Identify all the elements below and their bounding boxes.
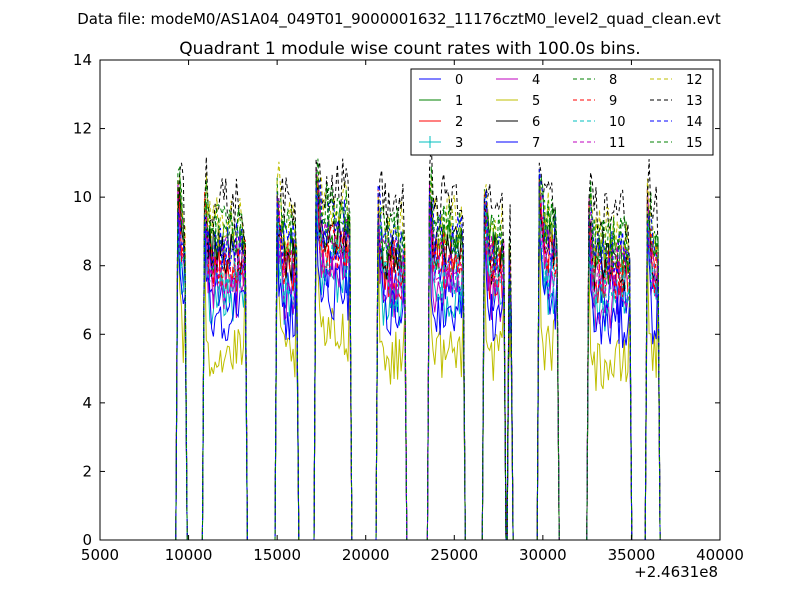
legend-label-13: 13: [686, 94, 703, 109]
y-tick-label: 10: [73, 188, 92, 206]
legend-label-15: 15: [686, 136, 703, 151]
x-tick-label: 20000: [342, 546, 390, 564]
y-tick-label: 0: [82, 531, 92, 549]
y-tick-label: 12: [73, 120, 92, 138]
x-tick-label: 25000: [430, 546, 478, 564]
y-tick-label: 2: [82, 462, 92, 480]
legend-label-10: 10: [609, 115, 626, 130]
legend-label-8: 8: [609, 73, 617, 88]
series-line-10: [175, 184, 661, 541]
y-tick-label: 8: [82, 257, 92, 275]
legend-label-6: 6: [532, 115, 540, 130]
x-tick-label: 10000: [165, 546, 213, 564]
legend-label-4: 4: [532, 73, 540, 88]
x-tick-label: 15000: [253, 546, 301, 564]
series-layer: [175, 142, 661, 541]
legend-label-3: 3: [455, 136, 463, 151]
legend-label-0: 0: [455, 73, 463, 88]
y-tick-label: 6: [82, 325, 92, 343]
legend-label-9: 9: [609, 94, 617, 109]
ticks-layer: 5000 10000 15000 20000 25000 30000 35000 40000 0…: [73, 51, 744, 564]
legend-label-2: 2: [455, 115, 463, 130]
plot-frame: [99, 59, 721, 541]
legend-label-12: 12: [686, 73, 703, 88]
x-tick-label: 40000: [696, 546, 744, 564]
legend-label-14: 14: [686, 115, 703, 130]
chart-title: Quadrant 1 module wise count rates with …: [179, 39, 640, 59]
x-offset-label: +2.4631e8: [634, 563, 718, 581]
y-tick-label: 4: [82, 394, 92, 412]
legend-label-1: 1: [455, 94, 463, 109]
y-tick-label: 14: [73, 51, 92, 69]
legend-label-5: 5: [532, 94, 540, 109]
x-tick-label: 35000: [608, 546, 656, 564]
series-line-11: [175, 166, 661, 541]
x-tick-label: 5000: [81, 546, 119, 564]
chart-suptitle: Data file: modeM0/AS1A04_049T01_90000016…: [77, 10, 721, 29]
legend-box: [410, 68, 714, 156]
legend-label-7: 7: [532, 136, 540, 151]
legend-label-11: 11: [609, 136, 626, 151]
series-line-15: [175, 158, 661, 541]
x-tick-label: 30000: [519, 546, 567, 564]
